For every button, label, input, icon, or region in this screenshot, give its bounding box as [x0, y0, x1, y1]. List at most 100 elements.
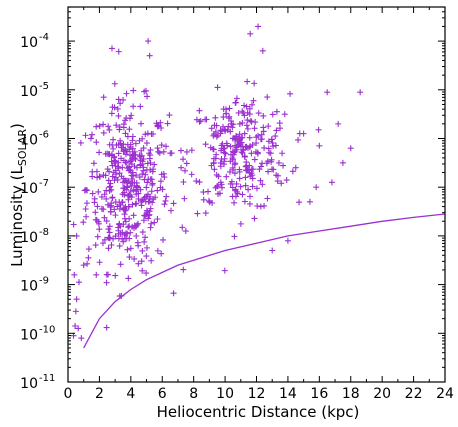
x-tick-label: 24: [436, 386, 454, 402]
data-point: [218, 147, 225, 154]
data-point: [139, 247, 146, 254]
data-point: [207, 144, 214, 151]
data-point: [111, 153, 118, 160]
data-point: [83, 200, 90, 207]
data-point: [133, 164, 140, 171]
data-point: [182, 228, 189, 235]
data-point: [91, 195, 98, 202]
data-point: [131, 148, 138, 155]
data-point: [126, 223, 133, 230]
data-point: [194, 210, 201, 217]
data-point: [357, 89, 364, 96]
data-point: [247, 193, 254, 200]
data-point: [153, 120, 160, 127]
data-point: [205, 188, 212, 195]
x-tick-label: 2: [95, 386, 104, 402]
data-point: [281, 111, 288, 118]
data-point: [81, 187, 88, 194]
data-point: [239, 149, 246, 156]
data-point: [241, 198, 248, 205]
data-point: [228, 178, 235, 185]
data-point: [259, 47, 266, 54]
data-point: [213, 122, 220, 129]
data-point: [245, 186, 252, 193]
data-point: [94, 233, 101, 240]
data-point: [149, 180, 156, 187]
data-point: [121, 191, 128, 198]
data-point: [260, 124, 267, 131]
data-point: [105, 271, 112, 278]
data-point: [241, 102, 248, 109]
data-point: [147, 159, 154, 166]
data-point: [117, 202, 124, 209]
data-point: [246, 134, 253, 141]
data-point: [115, 112, 122, 119]
data-point: [112, 163, 119, 170]
data-point: [129, 137, 136, 144]
data-point: [108, 110, 115, 117]
y-tick-exponent: -10: [39, 324, 55, 335]
data-point: [205, 197, 212, 204]
x-tick-label: 14: [279, 386, 297, 402]
data-point: [155, 148, 162, 155]
data-point: [229, 156, 236, 163]
data-point: [158, 250, 165, 257]
data-point: [279, 150, 286, 157]
data-point: [108, 241, 115, 248]
data-point: [111, 206, 118, 213]
data-point: [232, 99, 239, 106]
data-point: [284, 237, 291, 244]
data-point: [90, 160, 97, 167]
data-point: [242, 182, 249, 189]
data-point: [241, 153, 248, 160]
data-point: [292, 164, 299, 171]
scatter-points: [70, 23, 364, 342]
data-point: [125, 192, 132, 199]
data-point: [237, 220, 244, 227]
data-point: [148, 220, 155, 227]
data-point: [75, 325, 82, 332]
x-tick-label: 16: [310, 386, 328, 402]
data-point: [247, 143, 254, 150]
data-point: [125, 275, 132, 282]
data-point: [244, 78, 251, 85]
data-point: [154, 247, 161, 254]
data-point: [116, 293, 123, 300]
data-point: [239, 143, 246, 150]
data-point: [287, 90, 294, 97]
data-point: [139, 171, 146, 178]
data-point: [122, 206, 129, 213]
data-point: [243, 103, 250, 110]
data-point: [112, 212, 119, 219]
data-point: [85, 246, 92, 253]
data-point: [127, 245, 134, 252]
data-point: [139, 158, 146, 165]
data-point: [248, 118, 255, 125]
data-point: [104, 150, 111, 157]
data-point: [119, 164, 126, 171]
data-point: [106, 168, 113, 175]
data-point: [93, 271, 100, 278]
data-point: [223, 110, 230, 117]
data-point: [111, 104, 118, 111]
data-point: [143, 140, 150, 147]
data-point: [266, 149, 273, 156]
data-point: [80, 219, 87, 226]
data-point: [295, 136, 302, 143]
data-point: [130, 87, 137, 94]
data-point: [127, 167, 134, 174]
data-point: [270, 166, 277, 173]
x-tick-label: 4: [126, 386, 135, 402]
data-point: [124, 165, 131, 172]
data-point: [72, 322, 79, 329]
data-point: [122, 117, 129, 124]
y-tick-exponent: -4: [39, 32, 49, 43]
data-point: [247, 118, 254, 125]
data-point: [231, 199, 238, 206]
data-point: [157, 178, 164, 185]
data-point: [80, 262, 87, 269]
data-point: [120, 141, 127, 148]
data-point: [96, 259, 103, 266]
data-point: [126, 254, 133, 261]
